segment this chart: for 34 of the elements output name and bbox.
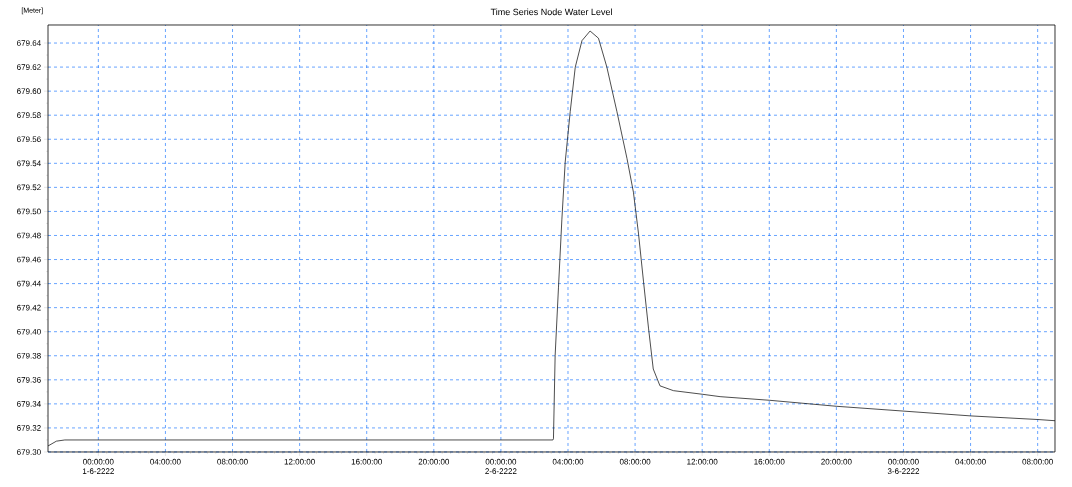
y-tick-label: 679.52 [17,184,41,191]
y-tick-label: 679.34 [17,401,41,407]
y-tick-label: 679.50 [17,208,41,215]
y-tick-label: 679.62 [17,64,41,70]
y-tick-label: 679.64 [17,40,41,46]
x-tick-label: 00:00:00 2-6-2222 [485,458,517,475]
x-tick-label: 04:00:00 [955,458,986,465]
y-tick-label: 679.40 [17,328,41,335]
y-tick-label: 679.38 [17,352,41,359]
x-tick-label: 00:00:00 1-6-2222 [82,458,114,475]
chart-title: Time Series Node Water Level [490,8,612,16]
y-tick-label: 679.56 [17,136,41,143]
x-tick-label: 20:00:00 [821,458,852,465]
x-tick-label: 12:00:00 [284,458,315,465]
y-tick-label: 679.60 [17,88,41,94]
x-tick-label: 12:00:00 [687,458,718,465]
x-tick-label: 16:00:00 [754,458,785,465]
x-tick-label: 08:00:00 [619,458,651,465]
x-tick-label: 08:00:00 [217,458,248,465]
x-tick-label: 20:00:00 [418,458,450,465]
y-tick-label: 679.58 [17,112,41,119]
x-tick-label: 00:00:00 3-6-2222 [887,458,920,475]
y-tick-label: 679.30 [17,449,41,455]
x-tick-label: 16:00:00 [351,458,382,465]
y-tick-label: 679.48 [17,232,41,239]
x-tick-label: 04:00:00 [552,458,584,465]
x-tick-label: 04:00:00 [150,458,181,465]
y-tick-label: 679.42 [17,304,41,311]
y-tick-label: 679.36 [17,376,41,383]
y-tick-label: 679.46 [17,256,41,263]
y-tick-label: 679.54 [17,160,41,167]
y-tick-label: 679.32 [17,425,41,431]
x-tick-label: 08:00:00 [1022,458,1053,465]
y-tick-label: 679.44 [17,280,41,287]
